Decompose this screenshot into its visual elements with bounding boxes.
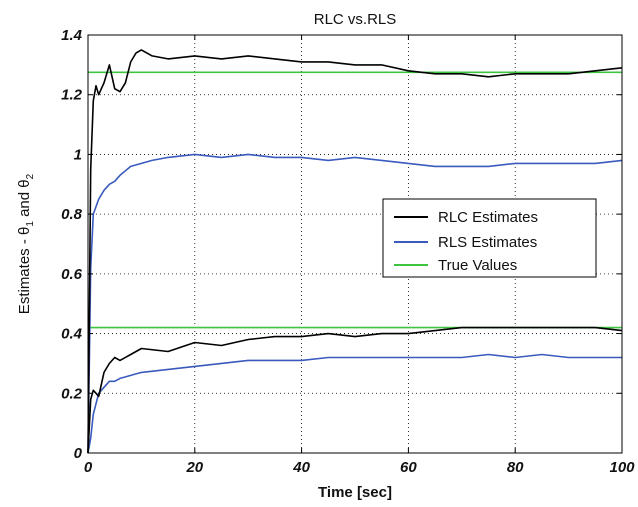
series-line-rlc-estimates-1 — [87, 49, 623, 454]
x-tick-label: 0 — [84, 459, 93, 476]
y-tick-label: 0.6 — [61, 266, 83, 283]
y-axis-label-theta2: θ — [16, 179, 33, 187]
x-tick-label: 60 — [400, 459, 417, 476]
x-tick-label: 80 — [507, 459, 524, 476]
y-tick-label: 1.4 — [61, 27, 83, 44]
x-tick-label: 40 — [292, 459, 310, 476]
series-line-rlc-estimates-2 — [87, 326, 623, 454]
x-tick-label: 20 — [185, 459, 203, 476]
y-tick-label: 0.2 — [61, 385, 83, 402]
x-axis-label: Time [sec] — [318, 484, 392, 501]
legend: RLC Estimates RLS Estimates True Values — [382, 198, 597, 278]
y-axis-label-sub2: 2 — [25, 173, 36, 179]
chart-title: RLC vs.RLS — [314, 11, 397, 28]
series-line-rls-estimates-1 — [87, 153, 623, 454]
axis-ticks: 0 20 40 60 80 100 0 0.2 0.4 0.6 0.8 1 1.2 1.4 — [61, 27, 635, 476]
y-axis-label: Estimates - θ1 and θ2 — [16, 173, 36, 314]
plot-lines — [87, 49, 623, 454]
legend-label-rls: RLS Estimates — [438, 234, 537, 251]
y-axis-label-and: and — [16, 188, 33, 221]
y-axis-label-theta1: θ — [16, 227, 33, 235]
x-tick-label: 100 — [609, 459, 635, 476]
y-tick-label: 1 — [74, 146, 82, 163]
y-axis-label-part: Estimates - — [16, 235, 33, 314]
y-tick-label: 0.8 — [61, 206, 83, 223]
y-tick-label: 0 — [74, 445, 83, 462]
plot-frame — [87, 34, 623, 454]
y-tick-label: 0.4 — [61, 326, 83, 343]
legend-label-rlc: RLC Estimates — [438, 209, 538, 226]
series-line-rls-estimates-2 — [87, 353, 622, 454]
y-axis-label-sub1: 1 — [25, 221, 36, 227]
legend-label-true: True Values — [438, 257, 517, 274]
y-tick-label: 1.2 — [61, 87, 83, 104]
